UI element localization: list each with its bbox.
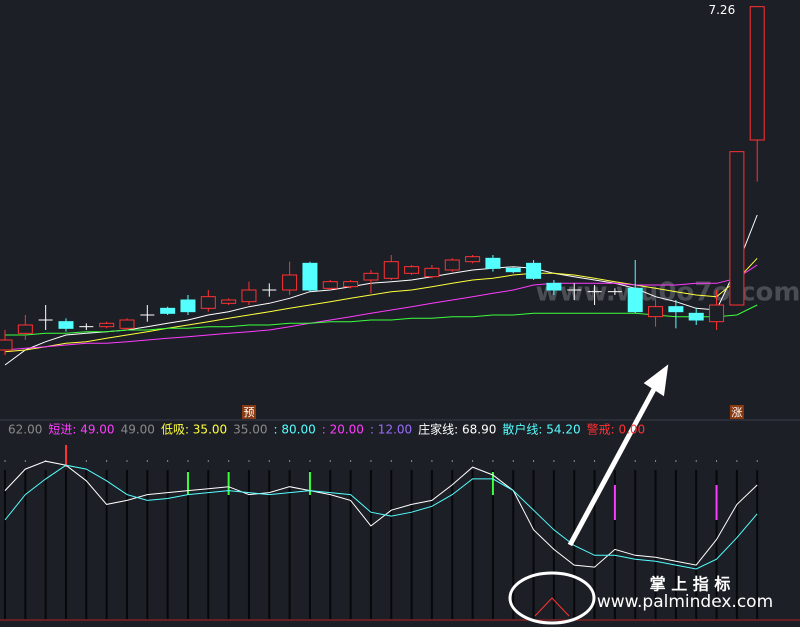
candle-body [383,261,399,279]
legend-entry: : 12.00 [370,423,412,437]
annotation-box [729,405,744,419]
moving-average [4,214,758,366]
watermark: www.wu0o7o.com [536,278,800,308]
candle-body [180,299,196,313]
legend-entry: : 20.00 [322,423,364,437]
candle-body [729,151,745,306]
annotation: 涨 [731,406,742,419]
candle-body [200,296,216,309]
moving-average [4,264,758,351]
indicator-line [4,460,758,568]
legend-entry: 散户线: 54.20 [502,422,580,437]
candle-body [709,304,725,323]
candle-body [160,307,176,314]
legend-entry: 62.00 [8,423,42,437]
candle-body [749,6,765,141]
candle-body [465,256,481,263]
legend-entry: : 80.00 [274,423,316,437]
candle-body [363,272,379,281]
candle-body [526,262,542,279]
candle-body [505,267,521,273]
high-label: 7.26 [708,3,735,17]
legend-entry: 35.00 [233,423,267,437]
legend-entry: 警戒: 0.00 [587,422,646,437]
candle-body [485,257,501,269]
annotation: 预 [243,406,254,419]
candle-body [444,259,460,271]
arrow [567,364,669,547]
legend-entry: 低吸: 35.00 [161,423,227,437]
candle-body [17,324,33,334]
candle-body [668,306,684,313]
watermark: www.palmindex.com [597,592,773,612]
candle-body [302,262,318,291]
candle-body [648,306,664,318]
candle-body [322,281,338,289]
candle-body [99,322,115,328]
candle-body [0,339,13,351]
ellipse [508,571,596,625]
candle-body [404,266,420,274]
moving-average [5,304,758,336]
legend-entry: 49.00 [121,423,155,437]
candle-body [424,267,440,278]
candle-body [343,281,359,288]
candle-body [241,289,257,303]
candle-body [688,312,704,321]
legend-entry: 庄家线: 68.90 [418,422,496,437]
candle-body [221,299,237,304]
watermark: 掌 上 指 标 [650,575,731,594]
legend-entry: 短进: 49.00 [48,423,114,437]
annotation-box [241,405,256,419]
candle-body [627,287,643,313]
candle-body [546,282,562,291]
candle-body [119,319,135,329]
candle-body [58,321,74,329]
candle-body [282,274,298,291]
indicator-line [4,464,758,570]
warning-shape [534,597,570,617]
